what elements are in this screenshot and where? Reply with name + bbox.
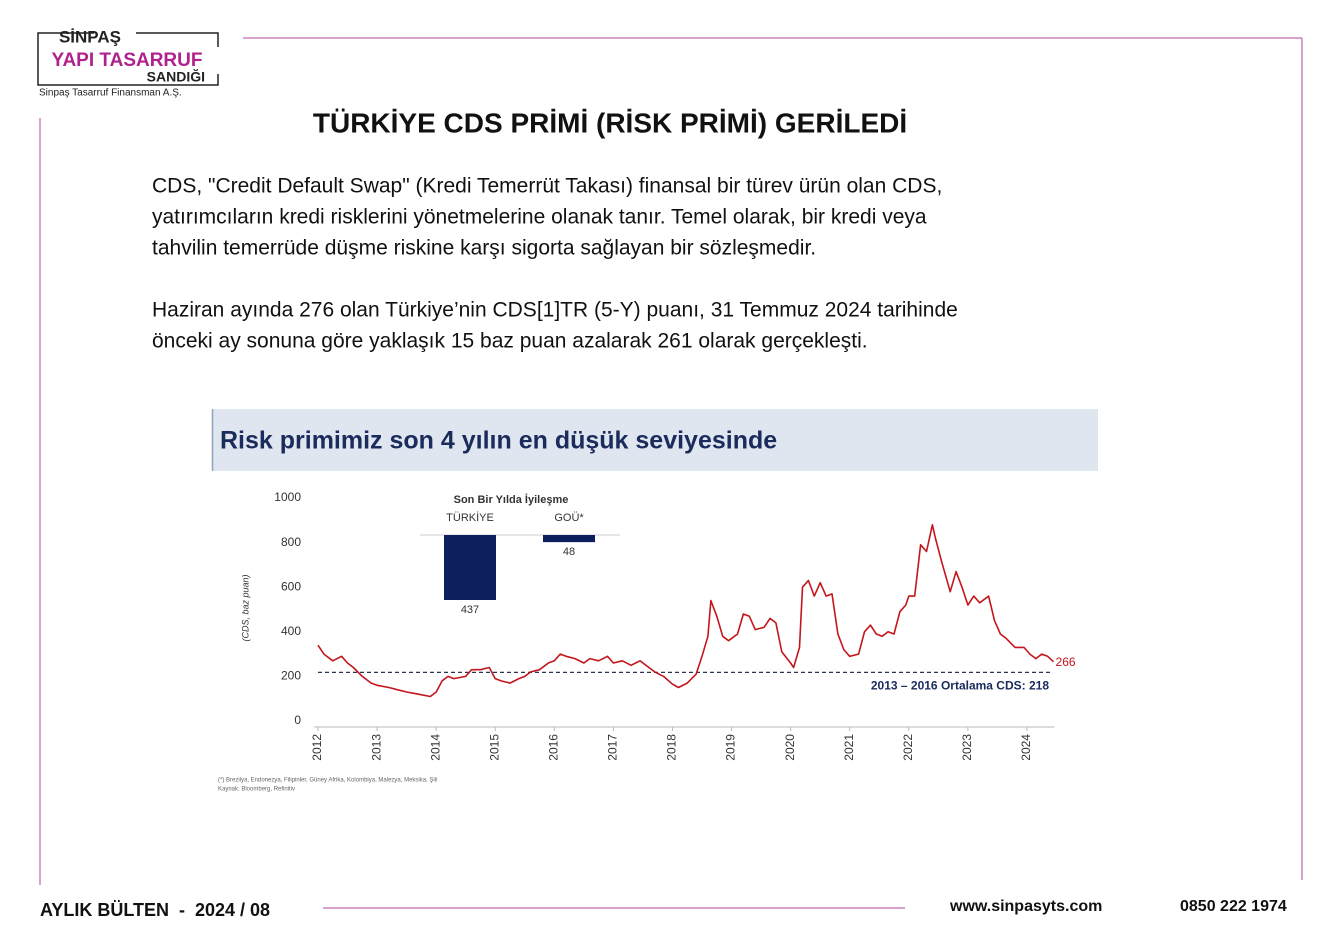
x-tick-label: 2014 — [428, 734, 442, 761]
logo-company: Sinpaş Tasarruf Finansman A.Ş. — [39, 88, 182, 99]
y-tick-label: 400 — [281, 624, 301, 638]
x-tick-label: 2013 — [369, 734, 383, 761]
reference-label: 2013 – 2016 Ortalama CDS: 218 — [871, 679, 1049, 693]
footer-bulletin: AYLIK BÜLTEN - 2024 / 08 — [40, 900, 270, 920]
inset-title: Son Bir Yılda İyileşme — [454, 493, 569, 506]
y-axis-label: (CDS, baz puan) — [240, 574, 250, 641]
x-tick-label: 2022 — [901, 734, 915, 761]
inset-category: TÜRKİYE — [446, 511, 494, 524]
footer-phone: 0850 222 1974 — [1180, 898, 1287, 915]
y-tick-label: 600 — [281, 579, 301, 593]
paragraph-line: CDS, "Credit Default Swap" (Kredi Temerr… — [152, 175, 942, 198]
x-tick-label: 2021 — [842, 734, 856, 761]
logo: SİNPAŞ YAPI TASARRUF SANDIĞI Sinpaş Tasa… — [37, 27, 219, 99]
x-tick-label: 2012 — [310, 734, 324, 761]
paragraph-line: önceki ay sonuna göre yaklaşık 15 baz pu… — [152, 330, 868, 353]
inset-value-label: 48 — [563, 546, 575, 558]
chart-header-band — [212, 409, 1098, 471]
chart-note: (*) Brezilya, Endonezya, Filipinler, Gün… — [218, 778, 437, 784]
y-tick-label: 1000 — [274, 490, 301, 504]
line-series — [317, 524, 1055, 698]
chart-title: Risk primimiz son 4 yılın en düşük seviy… — [220, 427, 777, 455]
chart: 0 200 400 600 800 1000 2012 2013 2014 2015 2016 201… — [218, 490, 1076, 792]
paragraph-line: Haziran ayında 276 olan Türkiye’nin CDS[… — [152, 299, 958, 322]
inset-bar — [444, 535, 496, 600]
inset-category: GOÜ* — [554, 512, 584, 524]
x-tick-label: 2018 — [665, 734, 679, 761]
inset-value-label: 437 — [461, 604, 479, 616]
end-label: 266 — [1056, 655, 1076, 669]
logo-border — [136, 32, 219, 47]
chart-note: Kaynak: Bloomberg, Refinitiv — [218, 787, 295, 793]
y-tick-label: 0 — [294, 713, 301, 727]
x-tick-label: 2023 — [960, 734, 974, 761]
logo-brand: SİNPAŞ — [59, 27, 121, 46]
x-tick-label: 2017 — [606, 734, 620, 761]
paragraph-line: tahvilin temerrüde düşme riskine karşı s… — [152, 237, 816, 260]
x-tick-label: 2015 — [487, 734, 501, 761]
paragraph-line: yatırımcıların kredi risklerini yönetmel… — [152, 206, 927, 229]
body-text: CDS, "Credit Default Swap" (Kredi Temerr… — [152, 175, 958, 353]
y-tick-label: 200 — [281, 669, 301, 683]
page-title: TÜRKİYE CDS PRİMİ (RİSK PRİMİ) GERİLEDİ — [313, 107, 907, 138]
logo-line2: SANDIĞI — [147, 68, 205, 85]
footer-website: www.sinpasyts.com — [949, 898, 1102, 915]
logo-line1: YAPI TASARRUF — [52, 50, 203, 71]
x-tick-label: 2019 — [724, 734, 738, 761]
x-tick-label: 2020 — [783, 734, 797, 761]
inset-bar — [543, 535, 595, 543]
x-tick-label: 2016 — [546, 734, 560, 761]
x-tick-label: 2024 — [1019, 734, 1033, 761]
logo-border — [37, 32, 219, 86]
y-tick-label: 800 — [281, 535, 301, 549]
